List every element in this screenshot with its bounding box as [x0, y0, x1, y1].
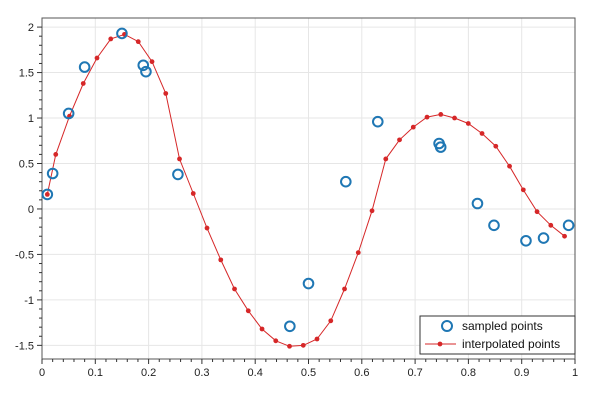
grid-lines	[41, 18, 576, 359]
interpolated-point	[273, 338, 279, 344]
interpolated-point	[507, 163, 512, 169]
interpolated-point	[232, 286, 237, 292]
legend-box	[419, 315, 576, 355]
interpolated-point	[204, 225, 210, 231]
sampled-point	[488, 219, 500, 232]
sampled-point	[434, 141, 447, 153]
x-tick-label: 0.7	[407, 367, 422, 379]
sampled-point	[41, 188, 54, 201]
interpolated-point	[520, 187, 526, 193]
interpolated-point	[397, 137, 402, 143]
interpolated-point	[383, 156, 389, 162]
interpolated-point	[135, 39, 141, 45]
interpolated-point	[287, 343, 292, 349]
interpolated-point	[452, 115, 457, 121]
interpolated-point	[245, 308, 251, 314]
interpolated-point	[438, 111, 444, 117]
interpolated-point	[355, 250, 361, 256]
y-tick-label: -0.5	[15, 249, 34, 261]
sampled-point	[116, 27, 128, 40]
x-tick-label: 0.6	[354, 367, 369, 379]
sampled-point	[471, 197, 484, 210]
y-tick-label: 2	[28, 22, 34, 34]
x-tick-label: 1	[572, 367, 578, 379]
y-tick-label: -1.5	[15, 340, 34, 352]
interpolated-point	[424, 114, 430, 120]
interpolated-point	[108, 36, 114, 42]
y-tick-label: 0.5	[19, 158, 34, 170]
sampled-point	[62, 107, 75, 120]
legend-sampled-label: sampled points	[462, 319, 543, 333]
interpolated-point	[465, 121, 471, 126]
sampled-point	[140, 65, 152, 78]
x-tick-label: 0.3	[194, 367, 209, 379]
interpolated-point	[328, 318, 334, 324]
interpolated-point	[562, 233, 567, 239]
axes: 0 0.1 0.2 0.3 0.4 0.5 0.6 0.7 0.8 0.9 1 -1.5 -1 -0.5 0…	[15, 22, 578, 379]
x-tick-label: 0.9	[514, 367, 529, 379]
interpolated-point	[493, 143, 499, 149]
sampled-point	[562, 219, 575, 232]
interpolated-point	[218, 257, 224, 263]
legend-interpolated-marker	[437, 341, 443, 347]
interpolated-point	[548, 222, 554, 228]
sampled-point	[340, 175, 352, 188]
sampled-point	[520, 234, 532, 247]
sampled-point	[46, 167, 59, 180]
x-tick-label: 0.5	[301, 367, 316, 379]
interpolated-point	[369, 208, 375, 214]
sampled-point	[137, 59, 150, 72]
interpolated-point	[314, 336, 320, 342]
interpolated-point	[44, 192, 50, 197]
sampled-point	[78, 61, 91, 73]
y-tick-label: 1.5	[19, 68, 34, 80]
legend-interpolated-label: interpolated points	[462, 337, 560, 351]
sampled-point	[302, 277, 315, 290]
interpolated-point	[259, 326, 265, 332]
interpolated-point	[94, 55, 100, 61]
x-tick-label: 0.2	[141, 367, 156, 379]
y-tick-label: 0	[28, 204, 34, 216]
sampled-point	[371, 115, 384, 128]
interpolated-point	[163, 91, 169, 96]
interpolated-point	[410, 124, 416, 130]
x-tick-label: 0.4	[248, 367, 263, 379]
interpolated-point	[479, 131, 485, 136]
interpolated-point	[342, 286, 347, 292]
y-tick-label: -1	[24, 295, 34, 307]
sampled-point	[172, 168, 184, 181]
interpolated-point	[300, 342, 306, 348]
sampled-point	[284, 320, 296, 333]
interpolated-point	[177, 156, 182, 162]
x-tick-label: 0.1	[88, 367, 103, 379]
interpolated-point	[190, 191, 196, 196]
y-tick-label: 1	[28, 113, 34, 125]
plot-series	[41, 27, 575, 349]
legend-sampled-marker	[441, 320, 453, 332]
legend: sampled points interpolated points	[419, 315, 576, 355]
interpolated-point	[53, 152, 59, 157]
x-tick-label: 0	[39, 367, 45, 379]
sampled-point	[537, 232, 550, 244]
x-tick-label: 0.8	[461, 367, 476, 379]
interpolated-point	[80, 81, 86, 86]
interpolated-point	[534, 209, 540, 215]
interpolated-point	[149, 59, 155, 65]
